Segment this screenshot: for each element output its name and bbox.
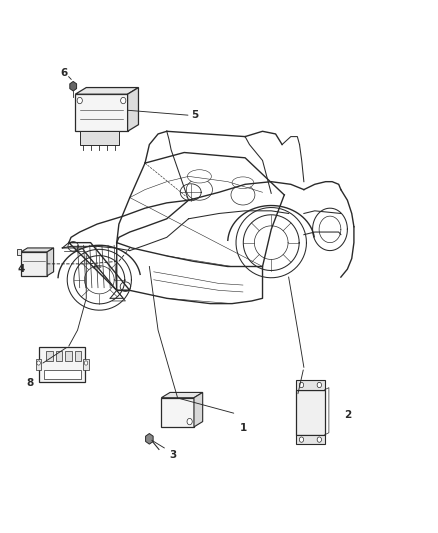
Circle shape: [187, 418, 192, 425]
Polygon shape: [296, 435, 325, 445]
Circle shape: [317, 437, 321, 442]
Bar: [46, 351, 53, 361]
Polygon shape: [194, 392, 203, 427]
Ellipse shape: [231, 185, 255, 205]
Polygon shape: [47, 248, 53, 276]
Circle shape: [299, 437, 304, 442]
Polygon shape: [145, 433, 153, 444]
Ellipse shape: [232, 177, 254, 189]
Polygon shape: [21, 252, 47, 276]
Circle shape: [37, 361, 40, 365]
Polygon shape: [127, 87, 138, 131]
Text: 1: 1: [240, 423, 247, 433]
Bar: [56, 351, 62, 361]
Text: 8: 8: [26, 378, 33, 388]
Polygon shape: [296, 390, 325, 435]
Bar: [83, 359, 88, 370]
Polygon shape: [80, 131, 119, 144]
Text: 2: 2: [344, 410, 351, 420]
Text: 6: 6: [61, 68, 68, 78]
Text: 5: 5: [191, 110, 199, 120]
Ellipse shape: [186, 179, 212, 200]
Polygon shape: [70, 82, 77, 91]
Circle shape: [84, 361, 88, 365]
Text: 3: 3: [170, 450, 177, 460]
Polygon shape: [161, 392, 203, 398]
Polygon shape: [75, 94, 127, 131]
Bar: [75, 351, 81, 361]
Ellipse shape: [187, 169, 212, 183]
Circle shape: [120, 98, 126, 104]
Bar: [44, 369, 81, 379]
Bar: [65, 351, 72, 361]
Polygon shape: [296, 380, 325, 390]
Circle shape: [77, 98, 82, 104]
Circle shape: [299, 382, 304, 387]
Polygon shape: [21, 248, 53, 252]
Polygon shape: [161, 398, 194, 427]
Polygon shape: [17, 249, 21, 255]
Polygon shape: [75, 87, 138, 94]
Bar: [36, 359, 41, 370]
Polygon shape: [39, 348, 85, 382]
Text: Jeep: Jeep: [94, 264, 102, 269]
Text: 4: 4: [17, 264, 25, 274]
Circle shape: [317, 382, 321, 387]
